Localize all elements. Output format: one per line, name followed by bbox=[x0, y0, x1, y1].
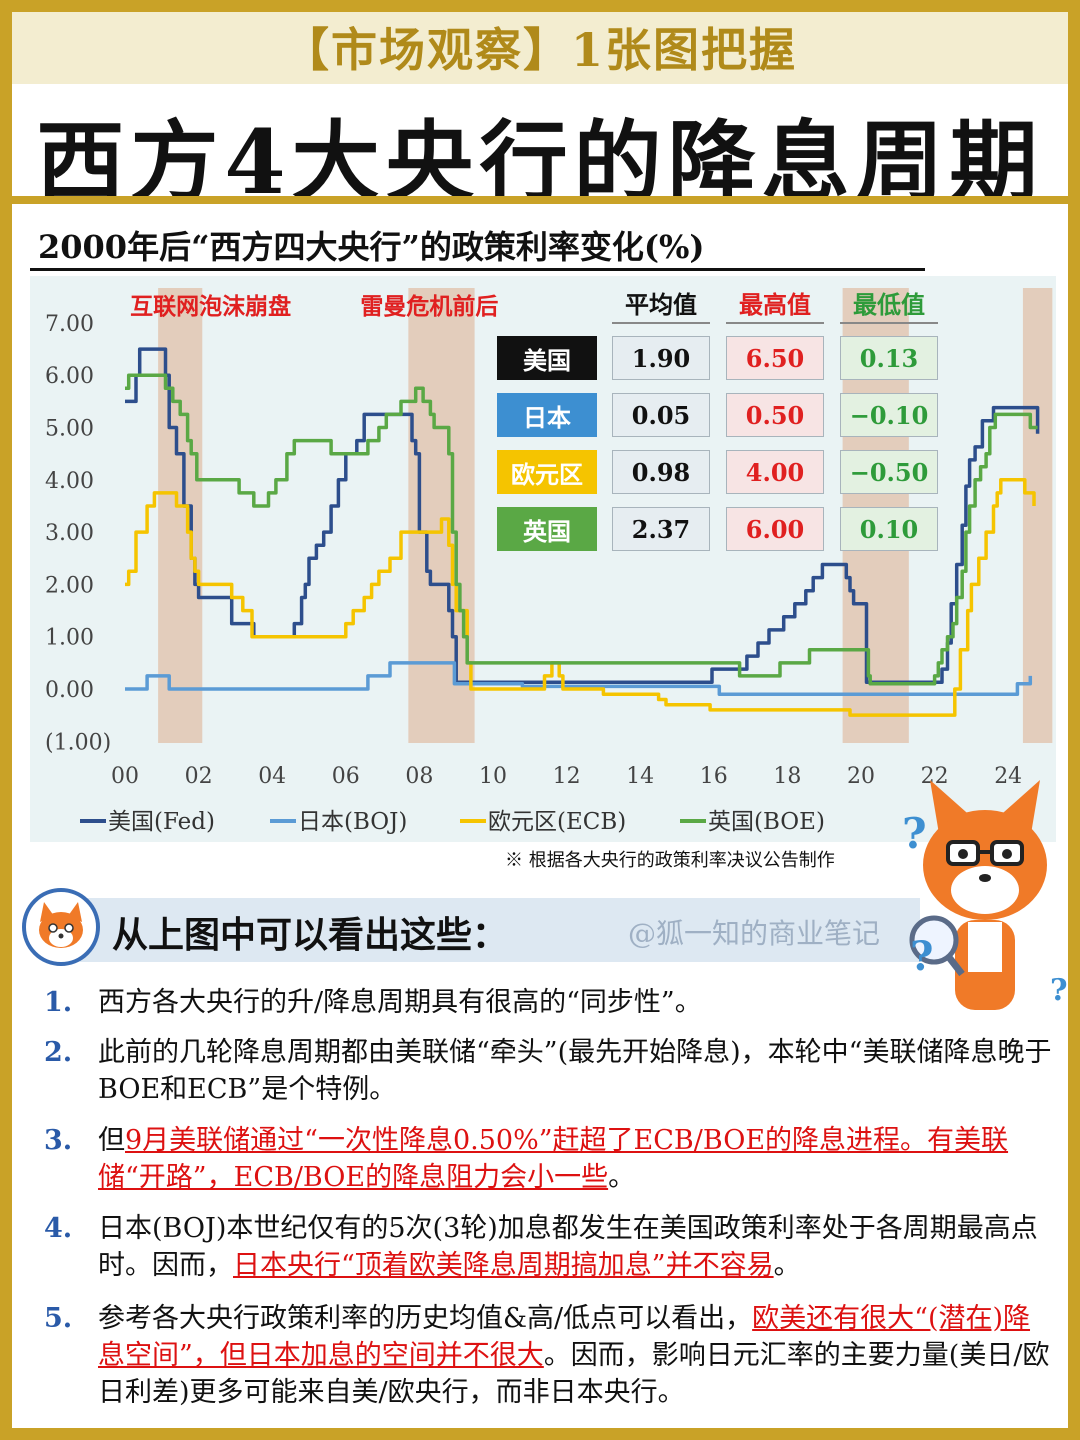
observation-text: 西方各大央行的升/降息周期具有很高的“同步性”。 bbox=[98, 984, 1054, 1021]
stats-value: −0.50 bbox=[840, 450, 938, 494]
observations-header-bar bbox=[80, 898, 920, 962]
legend-label: 日本(BOJ) bbox=[298, 809, 407, 835]
stats-value: 4.00 bbox=[726, 450, 824, 494]
stats-row-label: 美国 bbox=[497, 336, 597, 380]
highlighted-text: 9月美联储通过“一次性降息0.50%”赶超了ECB/BOE的降息进程。有美联储“… bbox=[98, 1125, 1009, 1193]
series-line-3 bbox=[125, 373, 1038, 686]
x-tick-label: 04 bbox=[258, 764, 286, 789]
plain-text: 。 bbox=[773, 1250, 801, 1281]
annotation-label: 雷曼危机前后 bbox=[360, 293, 498, 320]
stats-value: 0.05 bbox=[612, 393, 710, 437]
legend-label: 英国(BOE) bbox=[708, 809, 825, 835]
legend-label: 欧元区(ECB) bbox=[488, 809, 626, 835]
stats-value: 0.98 bbox=[612, 450, 710, 494]
stats-value: 1.90 bbox=[612, 336, 710, 380]
watermark: @狐一知的商业笔记 bbox=[628, 917, 881, 950]
x-tick-label: 06 bbox=[332, 764, 360, 789]
plain-text: 。 bbox=[608, 1162, 636, 1193]
legend-label: 美国(Fed) bbox=[108, 809, 215, 835]
stats-value: 0.50 bbox=[726, 393, 824, 437]
observations-heading: 从上图中可以看出这些： bbox=[112, 914, 509, 956]
x-tick-label: 00 bbox=[111, 764, 139, 789]
y-tick-label: 6.00 bbox=[45, 364, 94, 389]
observation-item: 4. 日本(BOJ)本世纪仅有的5次(3轮)加息都发生在美国政策利率处于各周期最高… bbox=[44, 1210, 1054, 1284]
stats-value: −0.10 bbox=[840, 393, 938, 437]
plain-text: 但 bbox=[98, 1125, 125, 1156]
stats-value: 2.37 bbox=[612, 507, 710, 551]
observation-text: 日本(BOJ)本世纪仅有的5次(3轮)加息都发生在美国政策利率处于各周期最高点时… bbox=[98, 1210, 1054, 1284]
x-tick-label: 16 bbox=[700, 764, 728, 789]
y-tick-label: 2.00 bbox=[45, 573, 94, 598]
stats-value: 0.13 bbox=[840, 336, 938, 380]
x-tick-label: 12 bbox=[553, 764, 581, 789]
observation-text: 参考各大央行政策利率的历史均值&高/低点可以看出，欧美还有很大“(潜在)降息空间… bbox=[98, 1300, 1054, 1411]
y-tick-label: 5.00 bbox=[45, 417, 94, 442]
observation-text: 但9月美联储通过“一次性降息0.50%”赶超了ECB/BOE的降息进程。有美联储… bbox=[98, 1122, 1054, 1196]
chart-title-rule bbox=[30, 268, 925, 271]
fox-mascot-icon: ? ? ? bbox=[902, 780, 1068, 1010]
stats-value: 6.50 bbox=[726, 336, 824, 380]
observation-number: 1. bbox=[44, 987, 73, 1018]
header-band bbox=[12, 12, 1068, 84]
plain-text: 。因而，影响日元汇率的主要力量(美日/欧日利差)更多可能来自美/欧央行，而非日本… bbox=[98, 1340, 1050, 1408]
y-tick-label: 4.00 bbox=[45, 469, 94, 494]
stats-value: 0.10 bbox=[840, 507, 938, 551]
y-tick-label: (1.00) bbox=[45, 730, 111, 755]
stats-header-underline bbox=[726, 322, 824, 324]
stats-value: 6.00 bbox=[726, 507, 824, 551]
header-subtitle: 【市场观察】1张图把握 bbox=[282, 23, 797, 77]
y-tick-label: 1.00 bbox=[45, 626, 94, 651]
plain-text: 参考各大央行政策利率的历史均值&高/低点可以看出， bbox=[98, 1303, 753, 1334]
observation-number: 5. bbox=[44, 1303, 73, 1334]
x-tick-label: 14 bbox=[626, 764, 654, 789]
shaded-period-3 bbox=[1022, 288, 1053, 743]
observation-item: 1. 西方各大央行的升/降息周期具有很高的“同步性”。 bbox=[44, 984, 1054, 1021]
y-tick-label: 7.00 bbox=[45, 312, 94, 337]
observation-number: 4. bbox=[44, 1213, 73, 1244]
x-tick-label: 10 bbox=[479, 764, 507, 789]
annotation-label: 互联网泡沫崩盘 bbox=[130, 293, 291, 320]
x-tick-label: 18 bbox=[773, 764, 801, 789]
y-tick-label: 3.00 bbox=[45, 521, 94, 546]
observation-number: 2. bbox=[44, 1037, 73, 1068]
plain-text: 西方各大央行的升/降息周期具有很高的“同步性”。 bbox=[98, 987, 702, 1018]
fox-avatar-icon bbox=[22, 888, 100, 966]
observation-text: 此前的几轮降息周期都由美联储“牵头”(最先开始降息)，本轮中“美联储降息晚于BO… bbox=[98, 1034, 1054, 1108]
header-divider bbox=[12, 196, 1068, 204]
stats-row-label: 日本 bbox=[497, 393, 597, 437]
observation-item: 2. 此前的几轮降息周期都由美联储“牵头”(最先开始降息)，本轮中“美联储降息晚于… bbox=[44, 1034, 1054, 1108]
stats-header-underline bbox=[840, 322, 938, 324]
stats-row-label: 欧元区 bbox=[497, 450, 597, 494]
highlighted-text: 日本央行“顶着欧美降息周期搞加息”并不容易 bbox=[233, 1250, 774, 1281]
stats-header-underline bbox=[612, 322, 710, 324]
plain-text: 此前的几轮降息周期都由美联储“牵头”(最先开始降息)，本轮中“美联储降息晚于BO… bbox=[98, 1037, 1052, 1105]
highlighted-text: 欧美还有很大“(潜在)降息空间”，但日本加息的空间并不很大 bbox=[98, 1303, 1031, 1371]
series-line-2 bbox=[125, 478, 1036, 717]
x-tick-label: 02 bbox=[185, 764, 213, 789]
series-line-1 bbox=[125, 661, 1033, 696]
plain-text: 日本(BOJ)本世纪仅有的5次(3轮)加息都发生在美国政策利率处于各周期最高点时… bbox=[98, 1213, 1038, 1281]
stats-header: 平均值 bbox=[625, 289, 697, 319]
y-tick-label: 0.00 bbox=[45, 678, 94, 703]
x-tick-label: 24 bbox=[994, 764, 1022, 789]
svg-text:?: ? bbox=[1050, 973, 1068, 1008]
x-tick-label: 08 bbox=[405, 764, 433, 789]
stats-row-label: 英国 bbox=[497, 507, 597, 551]
svg-text:?: ? bbox=[910, 933, 933, 980]
observation-item: 5. 参考各大央行政策利率的历史均值&高/低点可以看出，欧美还有很大“(潜在)降息… bbox=[44, 1300, 1054, 1411]
stats-header: 最高值 bbox=[739, 289, 811, 319]
svg-text:?: ? bbox=[902, 809, 927, 858]
source-note: ※ 根据各大央行的政策利率决议公告制作 bbox=[505, 850, 835, 871]
observation-item: 3. 但9月美联储通过“一次性降息0.50%”赶超了ECB/BOE的降息进程。有美… bbox=[44, 1122, 1054, 1196]
chart-title: 2000年后“西方四大央行”的政策利率变化(%) bbox=[38, 228, 705, 266]
observation-number: 3. bbox=[44, 1125, 73, 1156]
x-tick-label: 20 bbox=[847, 764, 875, 789]
stats-header: 最低值 bbox=[853, 289, 925, 319]
